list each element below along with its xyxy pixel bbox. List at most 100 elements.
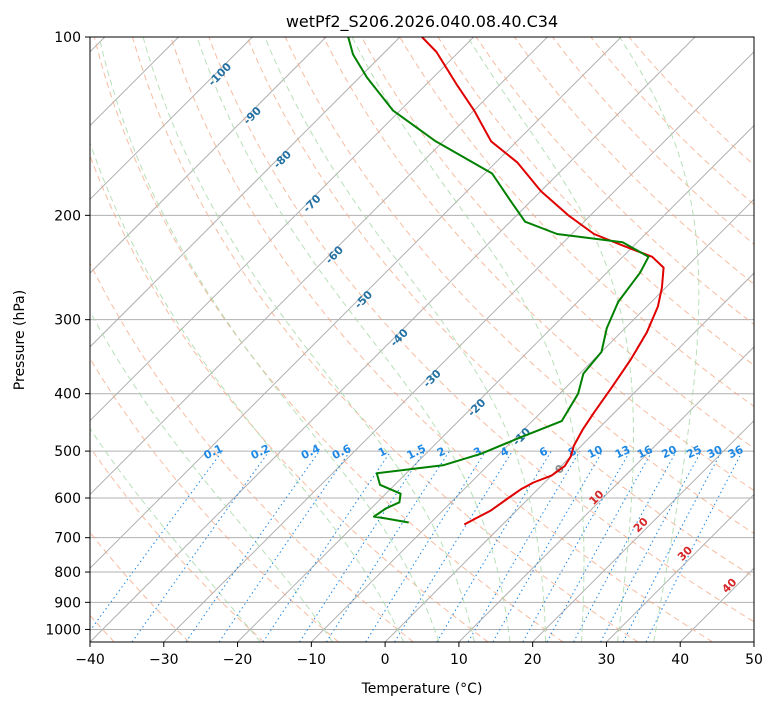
isotherm-line [90,37,401,348]
y-tick-label: 900 [54,595,81,611]
mixing-ratio-line [365,450,487,642]
y-tick-label: 200 [54,208,81,224]
isotherm-line [90,37,327,274]
mixing-ratio-label: 25 [684,443,703,461]
dry-adiabat-line [170,37,713,642]
mixing-ratio-line [546,450,653,642]
moist-adiabat-line [196,37,511,642]
grid-layer [90,37,754,642]
x-tick-label: −30 [149,652,179,668]
moist-adiabat-line [90,427,261,642]
dry-adiabat-line [628,37,754,166]
mixing-ratio-line [185,450,320,642]
mixing-ratio-line [299,450,426,642]
isotherm-label: -40 [388,326,411,349]
y-tick-label: 100 [54,30,81,46]
mixing-ratio-label: 36 [726,443,746,462]
mixing-ratio-line [131,450,270,642]
moist-adiabat-line [142,37,475,642]
isotherm-line [458,346,754,642]
mixing-ratio-line [436,450,552,642]
moist-adiabat-label: 30 [675,543,695,563]
isotherm-line [90,37,696,642]
auxiliary-lines-layer [90,37,754,642]
x-tick-label: 10 [450,652,468,668]
dry-adiabat-line [552,37,754,245]
x-tick-label: −10 [297,652,327,668]
isotherm-line [163,51,754,642]
y-axis-label: Pressure (hPa) [12,290,28,390]
dry-adiabat-line [475,37,754,326]
isotherm-line [237,124,754,642]
y-tick-label: 500 [54,444,81,460]
isotherm-label: -80 [271,148,294,171]
moist-adiabat-line [90,141,405,642]
mixing-ratio-line [325,450,450,642]
dry-adiabat-line [399,37,754,408]
mixing-ratio-label: 0.6 [330,442,354,462]
mixing-ratio-line [262,450,392,642]
x-tick-label: 40 [671,652,689,668]
isotherm-label: -100 [206,60,235,89]
y-tick-label: 800 [54,565,81,581]
x-tick-label: 20 [524,652,542,668]
moist-adiabat-label: 40 [719,576,739,596]
dry-adiabat-line [132,37,639,642]
y-tick-label: 300 [54,313,81,329]
isotherm-label: -20 [465,396,488,419]
isotherm-line [606,493,754,642]
moist-adiabat-line [264,37,547,642]
temperature-profile-line [421,37,665,526]
moist-adiabat-label: 10 [587,487,607,507]
isotherm-label: -90 [241,104,264,127]
dewpoint-profile-line [347,37,650,524]
moist-adiabat-line [90,310,333,642]
x-tick-label: 30 [598,652,616,668]
y-tick-label: 700 [54,531,81,547]
isotherm-line [90,37,475,422]
moist-adiabat-line [351,37,585,642]
moist-adiabat-line [98,37,440,642]
isotherm-label: -60 [323,243,346,266]
mixing-ratio-label: 13 [613,443,632,461]
dry-adiabat-line [246,37,754,578]
mixing-ratio-label: 16 [635,443,655,462]
mixing-ratio-line [573,450,677,642]
isotherm-line [679,567,754,642]
mixing-ratio-label: 6 [537,444,550,459]
mixing-ratio-label: 2 [435,445,448,460]
x-ticks: −40 −30 −20 −10 0 10 20 30 40 50 [75,642,763,668]
mixing-ratio-label: 3 [471,445,484,460]
y-ticks: 100 200 300 400 500 600 700 800 900 1000 [45,30,90,638]
dry-adiabat-line [284,37,754,535]
x-axis-label: Temperature (°C) [361,681,483,697]
dry-adiabat-line [361,37,754,449]
isotherm-line [90,37,253,201]
dry-adiabat-line [323,37,754,492]
dry-adiabat-line [90,262,414,642]
dry-adiabat-line [513,37,754,285]
isotherm-line [310,198,754,642]
mixing-ratio-label: 0.4 [299,442,323,462]
dry-adiabat-line [90,357,339,642]
isotherm-label: -30 [421,367,444,390]
mixing-ratio-label: 1.5 [405,442,428,462]
mixing-ratio-label: 0.1 [202,442,225,462]
plot-frame [89,36,755,643]
mixing-ratio-label: 30 [705,443,725,462]
y-tick-label: 600 [54,491,81,507]
x-tick-label: −40 [75,652,105,668]
x-tick-label: 0 [381,652,390,668]
series-layer [347,37,665,526]
isotherm-label: -70 [300,192,323,215]
moist-adiabat-label: 20 [631,515,651,535]
mixing-ratio-line [218,450,351,642]
mixing-ratio-line [90,450,223,632]
mixing-ratio-label: 20 [660,443,680,462]
dry-adiabat-line [437,37,754,366]
isotherm-line [532,419,754,642]
chart-title: wetPf2_S206.2026.040.08.40.C34 [286,12,558,32]
dry-adiabat-line [90,531,190,642]
isotherm-line [753,641,754,642]
